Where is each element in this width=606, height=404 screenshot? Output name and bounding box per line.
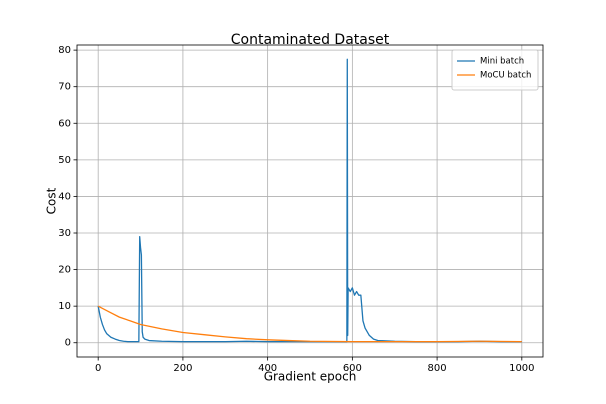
- legend-label: MoCU batch: [480, 71, 531, 81]
- y-tick-label: 60: [58, 118, 71, 129]
- x-tick-label: 200: [173, 363, 192, 374]
- y-axis-label: Cost: [45, 187, 59, 214]
- x-axis-label: Gradient epoch: [264, 370, 357, 384]
- y-tick-label: 40: [58, 191, 71, 202]
- x-tick-label: 0: [95, 363, 101, 374]
- data-line: [97, 305, 522, 343]
- y-tick-label: 70: [58, 82, 71, 93]
- y-tick-label: 10: [58, 301, 71, 312]
- x-tick-label: 800: [428, 363, 447, 374]
- y-tick-label: 0: [65, 338, 71, 349]
- data-line: [97, 58, 522, 343]
- x-tick-label: 1000: [509, 363, 534, 374]
- legend-label: Mini batch: [480, 57, 524, 67]
- legend-box: [451, 49, 539, 91]
- y-tick-label: 80: [58, 45, 71, 56]
- y-tick-label: 20: [58, 265, 71, 276]
- x-tick-label: 600: [343, 363, 362, 374]
- y-tick-label: 30: [58, 228, 71, 239]
- y-tick-label: 50: [58, 155, 71, 166]
- chart-title: Contaminated Dataset: [231, 32, 390, 48]
- plot-frame: [76, 44, 544, 358]
- x-tick-label: 400: [258, 363, 277, 374]
